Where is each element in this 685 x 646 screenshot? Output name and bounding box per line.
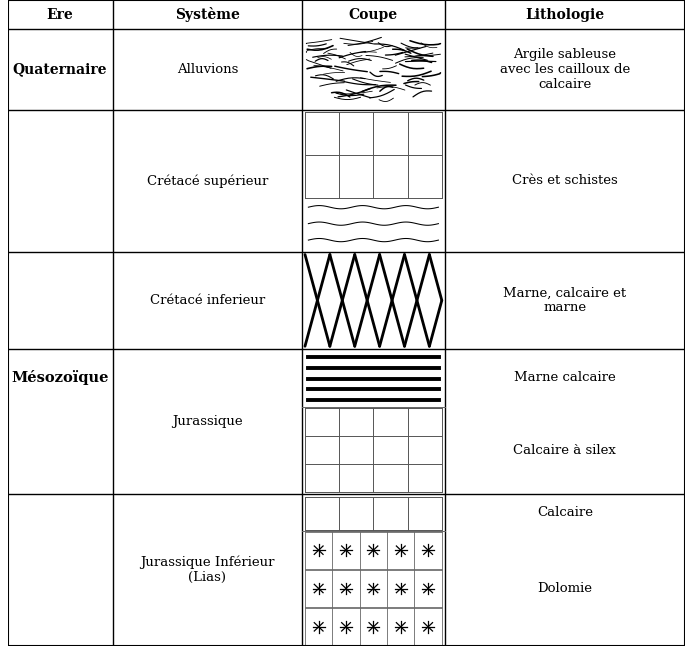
Text: Dolomie: Dolomie xyxy=(537,582,593,595)
Text: Alluvions: Alluvions xyxy=(177,63,238,76)
Text: Crétacé supérieur: Crétacé supérieur xyxy=(147,174,268,187)
Text: Argile sableuse
avec les cailloux de
calcaire: Argile sableuse avec les cailloux de cal… xyxy=(499,48,630,91)
Text: Lithologie: Lithologie xyxy=(525,8,604,21)
Text: Jurassique Inférieur
(Lias): Jurassique Inférieur (Lias) xyxy=(140,556,275,585)
Text: Crétacé inferieur: Crétacé inferieur xyxy=(150,294,265,307)
Text: Jurassique: Jurassique xyxy=(172,415,242,428)
Text: Marne, calcaire et
marne: Marne, calcaire et marne xyxy=(503,286,626,315)
Text: Calcaire à silex: Calcaire à silex xyxy=(513,444,617,457)
Text: Crès et schistes: Crès et schistes xyxy=(512,174,618,187)
Text: Calcaire: Calcaire xyxy=(537,506,593,519)
Text: Mésozoïque: Mésozoïque xyxy=(12,370,109,386)
Text: Ere: Ere xyxy=(47,8,73,21)
Text: Marne calcaire: Marne calcaire xyxy=(514,371,616,384)
Text: Système: Système xyxy=(175,7,240,22)
Text: Quaternaire: Quaternaire xyxy=(13,63,108,76)
Text: Coupe: Coupe xyxy=(349,8,398,21)
